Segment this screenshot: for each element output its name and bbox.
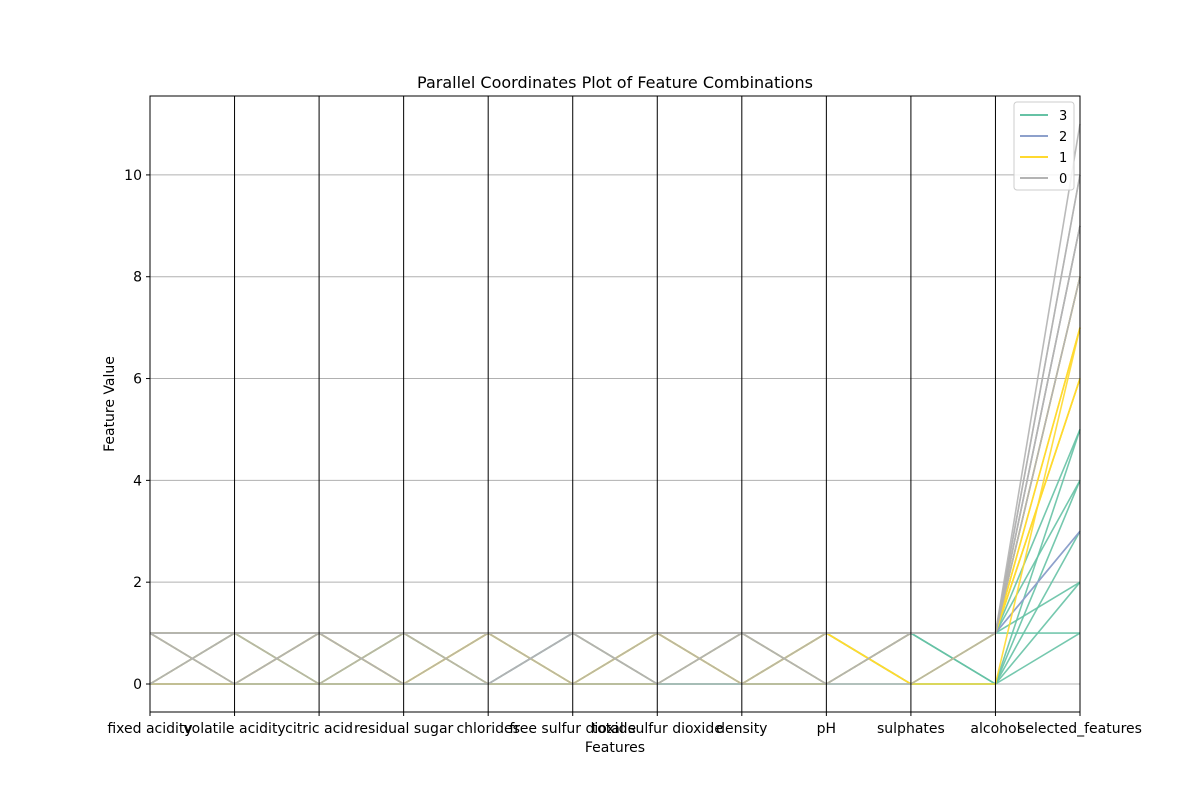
series-line-class-1	[149, 378, 1081, 685]
legend-label: 0	[1059, 172, 1067, 187]
series-line-class-1	[150, 378, 1081, 685]
series-line-class-0	[150, 123, 1081, 634]
y-tick-label: 0	[133, 677, 142, 693]
plot-frame	[149, 95, 1081, 713]
series-line-class-3	[150, 429, 1081, 685]
series-line-class-1	[150, 327, 1081, 685]
y-tick-layer: 0 2 4 6 8 10	[124, 168, 150, 693]
chart-title: Parallel Coordinates Plot of Feature Com…	[417, 73, 813, 92]
legend: 3 2 1 0	[1013, 101, 1075, 191]
x-tick-label: selected_features	[1018, 721, 1142, 737]
legend-label: 2	[1059, 130, 1067, 145]
legend-box	[1013, 101, 1075, 191]
series-line-class-3	[150, 581, 1081, 634]
legend-label: 1	[1059, 151, 1067, 166]
x-tick-label: pH	[817, 721, 836, 737]
y-tick-label: 6	[133, 372, 142, 388]
grid-layer	[150, 174, 1080, 685]
x-tick-label: volatile acidity	[183, 721, 285, 737]
series-lines-layer	[149, 123, 1081, 686]
x-tick-label: density	[716, 721, 767, 737]
x-tick-label: citric acid	[285, 721, 353, 737]
x-tick-label: sulphates	[877, 721, 945, 737]
y-tick-label: 10	[124, 168, 142, 184]
legend-label: 3	[1059, 109, 1067, 124]
x-tick-label: fixed acidity	[107, 721, 192, 737]
series-line-class-0	[149, 276, 1081, 685]
y-tick-label: 4	[133, 473, 142, 489]
series-line-class-0	[150, 225, 1081, 685]
x-tick-label: alcohol	[970, 721, 1020, 737]
x-axis-label: Features	[585, 740, 645, 756]
x-tick-label: chlorides	[456, 721, 519, 737]
series-line-class-3	[150, 429, 1081, 685]
x-tick-label: total sulfur dioxide	[592, 721, 723, 737]
series-line-class-3	[149, 530, 1081, 686]
series-line-class-1	[149, 327, 1081, 685]
series-line-class-2	[149, 530, 1081, 685]
series-line-class-0	[149, 174, 1081, 685]
y-axis-label: Feature Value	[102, 356, 118, 452]
series-line-class-1	[149, 378, 1081, 685]
y-tick-label: 2	[133, 575, 142, 591]
series-line-class-0	[149, 225, 1081, 685]
y-tick-label: 8	[133, 270, 142, 286]
series-line-class-2	[149, 530, 1081, 685]
axes-layer	[149, 96, 1081, 712]
x-tick-label: residual sugar	[354, 721, 454, 737]
series-line-class-0	[150, 174, 1081, 685]
x-tick-label: free sulfur dioxide	[509, 721, 636, 737]
series-line-class-1	[150, 327, 1081, 685]
series-line-class-0	[149, 225, 1081, 685]
